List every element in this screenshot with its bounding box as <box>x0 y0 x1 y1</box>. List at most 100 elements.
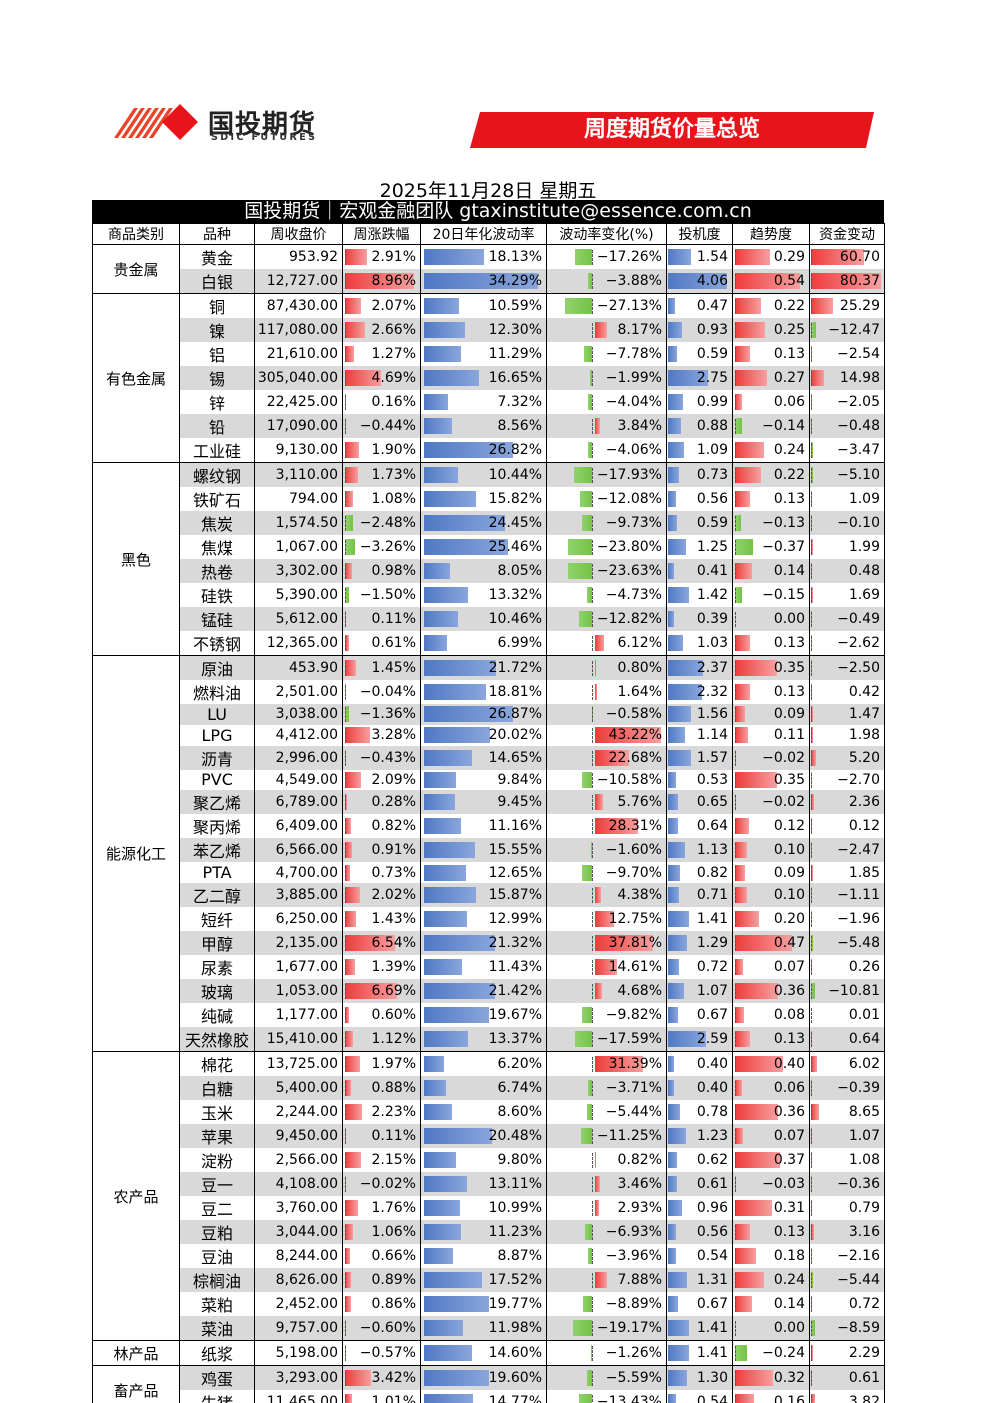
cell-fund-flow: 0.79 <box>809 1196 885 1221</box>
bar-value: 0.99 <box>696 394 728 410</box>
cell-volatility: 6.74% <box>420 1076 547 1101</box>
bar-axis <box>592 960 594 976</box>
bar-fill <box>594 818 638 835</box>
bar-axis <box>592 1395 594 1403</box>
bar-fill <box>734 959 744 976</box>
table-row: 能源化工 原油 453.90 1.45% 21.72% 0.80% 2.37 0.35 −2.5… <box>92 655 885 1053</box>
cell-vol-change: −0.58% <box>546 704 667 725</box>
bar-value: 26.82% <box>488 442 542 458</box>
bar-fill <box>344 298 361 314</box>
cell-volatility: 8.60% <box>420 1100 547 1125</box>
cell-vol-change: −13.43% <box>546 1390 667 1403</box>
cell-vol-change: −6.93% <box>546 1220 667 1245</box>
bar-value: 0.78 <box>696 1104 728 1121</box>
cell-speculation: 2.75 <box>666 366 733 390</box>
bar-value: −0.57% <box>359 1345 416 1362</box>
cell-speculation: 1.30 <box>666 1365 733 1391</box>
bar-fill <box>734 635 751 651</box>
bar-fill <box>423 1345 473 1362</box>
bar-fill <box>423 983 495 1000</box>
bar-value: 11.23% <box>488 1224 542 1241</box>
bar-axis <box>734 843 736 859</box>
cell-change: −0.57% <box>342 1340 421 1367</box>
cell-variety: 黄金 <box>179 244 255 269</box>
cell-speculation: 2.32 <box>666 680 733 704</box>
cell-volatility: 13.32% <box>420 583 547 607</box>
bar-fill <box>594 887 602 904</box>
bar-fill <box>344 491 353 507</box>
bar-value: 1.90% <box>371 442 416 458</box>
cell-change: 1.73% <box>342 462 421 487</box>
bar-axis <box>592 795 594 811</box>
cell-variety: 短纤 <box>179 907 255 932</box>
bar-fill <box>668 1056 675 1073</box>
bar-value: 2.07% <box>371 298 416 314</box>
bar-axis <box>734 371 736 386</box>
cell-volatility: 18.81% <box>420 680 547 704</box>
cell-change: 0.60% <box>342 1003 421 1028</box>
cell-trend: −0.13 <box>732 511 810 535</box>
cell-close: 9,757.00 <box>254 1316 343 1342</box>
cell-trend: 0.07 <box>732 955 810 980</box>
cell-variety: 镍 <box>179 318 255 342</box>
bar-fill <box>423 1320 464 1337</box>
cell-close: 6,566.00 <box>254 838 343 863</box>
bar-fill <box>344 563 353 579</box>
cell-speculation: 1.57 <box>666 745 733 770</box>
cell-change: 2.15% <box>342 1148 421 1173</box>
bar-fill <box>588 394 593 410</box>
bar-fill <box>344 1370 372 1387</box>
bar-fill <box>734 727 748 744</box>
bar-axis <box>811 1297 813 1313</box>
bar-axis <box>344 1153 346 1169</box>
cell-close: 5,612.00 <box>254 607 343 631</box>
bar-fill <box>344 887 361 904</box>
bar-value: −0.37 <box>762 539 805 555</box>
cell-volatility: 18.13% <box>420 244 547 269</box>
bar-axis <box>811 819 813 835</box>
bar-fill <box>734 370 768 386</box>
table-row: 白银 12,727.00 8.96% 34.29% −3.88% 4.06 0.54 80.3… <box>93 269 885 294</box>
cell-close: 3,885.00 <box>254 883 343 908</box>
bar-value: 6.20% <box>497 1056 542 1073</box>
cell-volatility: 11.98% <box>420 1316 547 1342</box>
bar-axis <box>734 1371 736 1387</box>
bar-fill <box>734 818 750 835</box>
bar-value: −2.05 <box>837 394 880 410</box>
header-speculation: 投机度 <box>666 223 733 245</box>
bar-value: 0.29 <box>773 249 805 265</box>
bar-axis <box>592 685 594 700</box>
bar-fill <box>668 1345 689 1362</box>
bar-value: 12.99% <box>488 911 542 928</box>
bar-fill <box>423 959 462 976</box>
bar-axis <box>811 1201 813 1217</box>
bar-axis <box>592 819 594 835</box>
bar-fill <box>668 515 677 531</box>
bar-fill <box>668 887 679 904</box>
cell-fund-flow: −0.48 <box>809 414 885 438</box>
cell-close: 9,450.00 <box>254 1124 343 1149</box>
cell-trend: 0.24 <box>732 1268 810 1293</box>
cell-volatility: 26.82% <box>420 438 547 463</box>
header-vol-change: 波动率变化(%) <box>546 223 667 245</box>
cell-close: 1,177.00 <box>254 1003 343 1028</box>
table-row: 焦煤 1,067.00 −3.26% 25.46% −23.80% 1.25 −0.37 1.… <box>93 535 885 559</box>
cell-variety: 焦煤 <box>179 535 255 559</box>
bar-value: −0.60% <box>359 1320 416 1337</box>
cell-change: 0.88% <box>342 1076 421 1101</box>
bar-value: 0.36 <box>773 1104 805 1121</box>
cell-fund-flow: 1.69 <box>809 583 885 607</box>
bar-value: 6.02 <box>848 1056 880 1073</box>
cell-change: 0.61% <box>342 631 421 656</box>
bar-value: 0.10 <box>773 842 805 859</box>
bar-axis <box>344 323 346 338</box>
bar-axis <box>811 1395 813 1403</box>
bar-fill <box>591 706 593 723</box>
bar-value: 0.61 <box>696 1176 728 1193</box>
cell-fund-flow: 80.37 <box>809 269 885 294</box>
cell-variety: 菜油 <box>179 1316 255 1342</box>
bar-value: 0.11 <box>773 727 805 744</box>
bar-fill <box>580 491 593 507</box>
header-fund-flow: 资金变动 <box>809 223 885 245</box>
bar-value: −0.49 <box>837 611 880 627</box>
